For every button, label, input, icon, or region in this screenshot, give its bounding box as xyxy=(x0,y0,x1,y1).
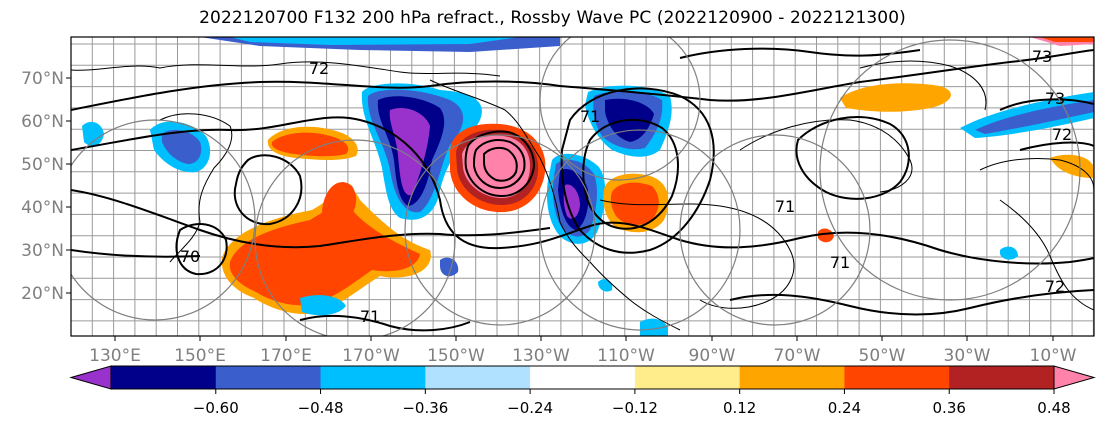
colorbar-tick-label: −0.36 xyxy=(402,399,448,417)
north-atlantic-positive-anomaly xyxy=(840,83,951,112)
lon-label: 170°W xyxy=(342,346,400,366)
refractivity-shading xyxy=(82,37,1094,336)
lat-label: 20°N xyxy=(21,284,64,304)
lon-label: 70°W xyxy=(774,346,821,366)
map-title: 2022120700 F132 200 hPa refract., Rossby… xyxy=(199,8,906,28)
colorbar: −0.60 −0.48 −0.36 −0.24 −0.12 0.12 0.24 0.36 0.4… xyxy=(69,365,1096,417)
pacific-high-contour xyxy=(464,130,536,198)
contour-label: 71 xyxy=(775,197,795,216)
colorbar-swatch xyxy=(949,366,1055,389)
colorbar-swatch xyxy=(844,366,950,389)
lat-label: 60°N xyxy=(21,112,64,132)
lon-label: 130°E xyxy=(89,346,141,366)
lat-label: 50°N xyxy=(21,155,64,175)
lon-label: 10°W xyxy=(1030,346,1077,366)
contour-label: 70 xyxy=(180,247,200,266)
geopotential-contours xyxy=(71,47,1094,332)
lon-label: 170°E xyxy=(260,346,312,366)
contour-labels: 72 70 71 73 73 72 71 71 71 72 xyxy=(180,47,1072,326)
colorbar-swatch xyxy=(425,366,531,389)
map-panel: 72 70 71 73 73 72 71 71 71 72 xyxy=(71,37,1094,336)
lon-label: 50°W xyxy=(859,346,906,366)
colorbar-max-arrow xyxy=(1053,365,1096,390)
contour-label: 72 xyxy=(1052,125,1072,144)
longitude-labels: 130°E 150°E 170°E 170°W 150°W 130°W 110°W 90°W 7… xyxy=(89,336,1077,366)
lat-label: 40°N xyxy=(21,198,64,218)
colorbar-tick-label: −0.60 xyxy=(193,399,239,417)
lon-label: 90°W xyxy=(689,346,736,366)
contour-label: 71 xyxy=(360,307,380,326)
contour-label: 73 xyxy=(1045,89,1065,108)
colorbar-tick-label: 0.36 xyxy=(933,399,966,417)
colorbar-tick-label: 0.12 xyxy=(723,399,756,417)
lat-label: 70°N xyxy=(21,69,64,89)
lon-label: 130°W xyxy=(512,346,570,366)
colorbar-tick-label: 0.48 xyxy=(1037,399,1070,417)
contour-label: 71 xyxy=(830,253,850,272)
colorbar-tick-label: −0.24 xyxy=(507,399,553,417)
colorbar-tick-label: −0.12 xyxy=(612,399,658,417)
contour-label: 72 xyxy=(1045,277,1065,296)
colorbar-swatch xyxy=(320,366,426,389)
colorbar-tick-label: 0.24 xyxy=(828,399,861,417)
colorbar-frame xyxy=(110,365,1055,390)
wave-packet-circles xyxy=(71,37,1081,336)
colorbar-swatch xyxy=(111,366,217,389)
latitude-labels: 70°N 60°N 50°N 40°N 30°N 20°N xyxy=(21,69,71,304)
lon-label: 30°W xyxy=(944,346,991,366)
colorbar-min-arrow xyxy=(69,365,112,390)
colorbar-swatch xyxy=(739,366,845,389)
lon-label: 150°E xyxy=(174,346,226,366)
colorbar-swatch xyxy=(634,366,741,389)
colorbar-tick-label: −0.48 xyxy=(298,399,344,417)
lat-label: 30°N xyxy=(21,241,64,261)
colorbar-swatch xyxy=(215,366,322,389)
contour-label: 71 xyxy=(580,107,600,126)
coastlines xyxy=(71,60,1094,331)
lon-label: 110°W xyxy=(597,346,655,366)
contour-label: 73 xyxy=(1032,47,1052,66)
colorbar-swatch xyxy=(530,366,636,389)
lon-label: 150°W xyxy=(427,346,485,366)
map-frame xyxy=(70,36,1095,337)
contour-label: 72 xyxy=(309,59,329,78)
